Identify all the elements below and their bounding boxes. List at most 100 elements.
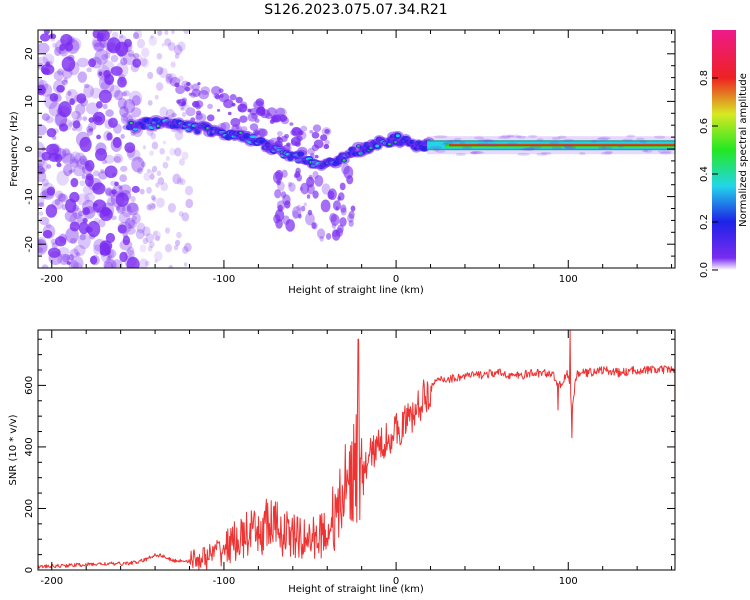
noise-blob xyxy=(149,150,154,156)
noise-blob xyxy=(56,162,62,168)
noise-blob xyxy=(167,202,176,213)
band-texture xyxy=(564,146,572,150)
tail-blob xyxy=(287,181,292,187)
diagonal-blob xyxy=(191,88,201,97)
band-texture xyxy=(551,136,561,140)
band-texture xyxy=(617,144,625,148)
band-texture xyxy=(597,146,606,150)
noise-blob xyxy=(73,244,86,256)
noise-blob xyxy=(104,165,118,179)
noise-blob xyxy=(165,76,173,85)
colorbar-ticks: 0.0 0.2 0.4 0.6 0.8 xyxy=(699,70,718,278)
noise-blob xyxy=(165,156,170,162)
noise-blob xyxy=(142,237,149,245)
noise-blob xyxy=(164,30,169,35)
noise-blob xyxy=(87,177,102,191)
noise-blob xyxy=(99,250,104,256)
diagonal-blob xyxy=(249,108,258,116)
ridge-highlight xyxy=(342,159,346,162)
noise-blob xyxy=(185,198,194,209)
noise-blob xyxy=(42,53,55,66)
tail-blob xyxy=(307,209,313,216)
noise-blob xyxy=(181,151,189,161)
noise-blob xyxy=(106,132,113,141)
noise-blob xyxy=(86,67,92,73)
band-texture xyxy=(462,145,473,149)
noise-blob xyxy=(98,89,112,104)
noise-blob xyxy=(154,259,158,264)
noise-blob xyxy=(38,240,43,247)
noise-blob xyxy=(77,233,91,250)
tail-blob xyxy=(340,204,347,213)
noise-blob xyxy=(152,230,158,237)
noise-blob xyxy=(147,99,153,106)
snr-y-tick-label: 0 xyxy=(24,567,35,573)
noise-blob xyxy=(127,246,135,256)
noise-blob xyxy=(88,58,97,68)
band-texture xyxy=(598,136,612,140)
noise-blob xyxy=(150,34,154,40)
noise-blob xyxy=(151,194,156,201)
band-texture xyxy=(471,150,482,154)
noise-blob xyxy=(38,236,46,246)
diagonal-blob xyxy=(290,136,301,146)
colorbar-tick-label: 0.0 xyxy=(699,262,710,278)
noise-blob xyxy=(169,148,176,156)
noise-blob xyxy=(45,222,52,229)
diagonal-blob xyxy=(230,117,241,127)
diagonal-blob xyxy=(171,112,177,118)
diagonal-blob xyxy=(276,136,282,141)
noise-blob xyxy=(130,62,140,73)
noise-blob xyxy=(120,57,128,66)
band-texture xyxy=(433,135,448,139)
noise-blob xyxy=(157,30,163,36)
noise-blob xyxy=(110,66,123,77)
tail-blob xyxy=(282,194,291,206)
noise-blob xyxy=(124,217,135,229)
noise-blob xyxy=(113,155,122,163)
noise-blob xyxy=(174,239,181,247)
diagonal-blob xyxy=(191,83,200,91)
noise-blob xyxy=(58,193,68,203)
noise-blob xyxy=(93,244,102,255)
noise-blob xyxy=(68,259,79,268)
noise-blob xyxy=(75,252,81,257)
band-texture xyxy=(473,136,484,140)
noise-blob xyxy=(38,62,44,70)
noise-blob xyxy=(98,218,106,228)
noise-blob xyxy=(126,202,139,216)
noise-blob xyxy=(119,184,132,195)
noise-blob xyxy=(172,173,182,185)
spectrogram-y-tick-label: 0 xyxy=(24,146,35,152)
noise-blob xyxy=(181,112,187,118)
noise-blob xyxy=(156,66,164,75)
band-texture xyxy=(657,150,672,154)
noise-blob xyxy=(73,165,86,177)
tail-blob xyxy=(274,209,285,222)
noise-blob xyxy=(170,61,176,68)
diagonal-blob xyxy=(237,103,248,113)
noise-blob xyxy=(146,168,151,174)
noise-blob xyxy=(174,130,184,141)
noise-blob xyxy=(117,97,127,110)
noise-blob xyxy=(75,103,86,115)
noise-blob xyxy=(56,84,65,93)
diagonal-blob xyxy=(255,98,265,107)
spectrogram-marks xyxy=(38,30,675,268)
noise-blob xyxy=(118,212,131,224)
noise-blob xyxy=(70,255,84,268)
band-texture xyxy=(551,146,562,150)
noise-blob xyxy=(79,155,88,165)
diagonal-blob xyxy=(195,110,202,116)
noise-blob xyxy=(149,173,155,180)
noise-blob xyxy=(151,165,158,173)
ridge-highlight xyxy=(249,135,257,139)
noise-blob xyxy=(119,105,129,118)
diagonal-blob xyxy=(227,111,232,116)
noise-blob xyxy=(70,177,79,188)
diagonal-blob xyxy=(300,125,308,132)
ridge-core xyxy=(297,151,305,157)
diagonal-blob xyxy=(289,122,294,126)
noise-blob xyxy=(117,76,127,88)
